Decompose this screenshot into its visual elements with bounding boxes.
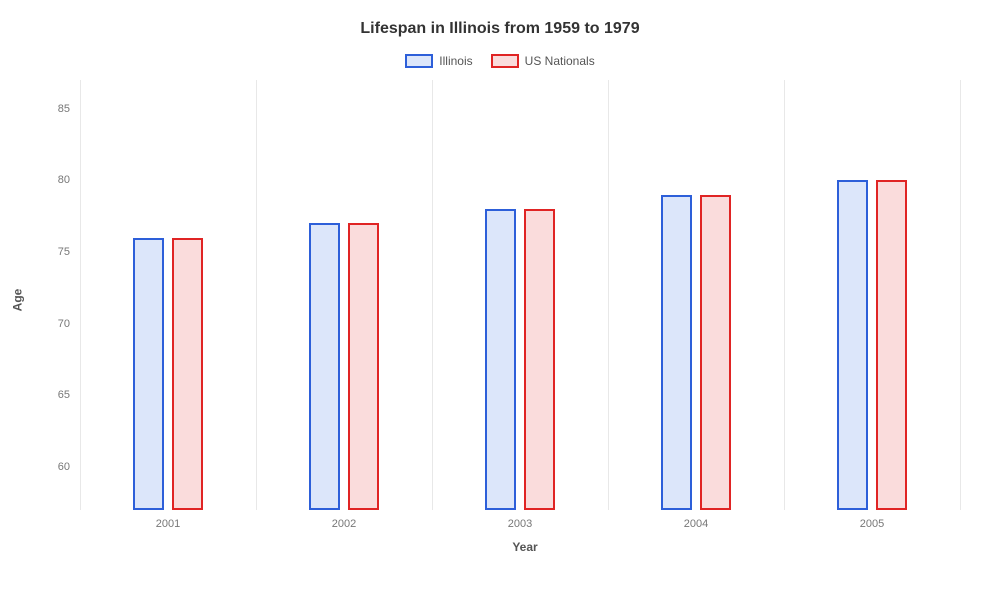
bar-us-nationals-2003	[524, 209, 555, 510]
bar-us-nationals-2001	[172, 238, 203, 510]
x-tick-label: 2002	[332, 518, 356, 530]
x-tick-label: 2005	[860, 518, 884, 530]
bar-us-nationals-2004	[700, 195, 731, 510]
bar-illinois-2001	[133, 238, 164, 510]
plot-area: 60657075808520012002200320042005	[80, 80, 960, 510]
bar-illinois-2002	[309, 223, 340, 510]
y-tick-label: 70	[58, 318, 70, 330]
bar-illinois-2004	[661, 195, 692, 510]
y-tick-label: 85	[58, 103, 70, 115]
legend-swatch-1	[491, 54, 519, 68]
y-tick-label: 80	[58, 174, 70, 186]
bar-illinois-2003	[485, 209, 516, 510]
legend-label-0: Illinois	[439, 54, 472, 68]
grid-line	[960, 80, 961, 510]
legend: Illinois US Nationals	[30, 54, 970, 68]
chart-container: Lifespan in Illinois from 1959 to 1979 I…	[0, 0, 1000, 600]
bar-us-nationals-2002	[348, 223, 379, 510]
bar-us-nationals-2005	[876, 180, 907, 510]
bars-layer	[80, 80, 960, 510]
x-tick-label: 2004	[684, 518, 708, 530]
bar-illinois-2005	[837, 180, 868, 510]
y-tick-label: 65	[58, 389, 70, 401]
legend-label-1: US Nationals	[525, 54, 595, 68]
x-tick-label: 2003	[508, 518, 532, 530]
x-tick-label: 2001	[156, 518, 180, 530]
y-tick-label: 60	[58, 461, 70, 473]
y-axis-title: Age	[10, 289, 24, 312]
y-tick-label: 75	[58, 246, 70, 258]
x-axis-title: Year	[80, 540, 970, 554]
legend-swatch-0	[405, 54, 433, 68]
chart-title: Lifespan in Illinois from 1959 to 1979	[30, 20, 970, 38]
legend-item-1: US Nationals	[491, 54, 595, 68]
legend-item-0: Illinois	[405, 54, 472, 68]
